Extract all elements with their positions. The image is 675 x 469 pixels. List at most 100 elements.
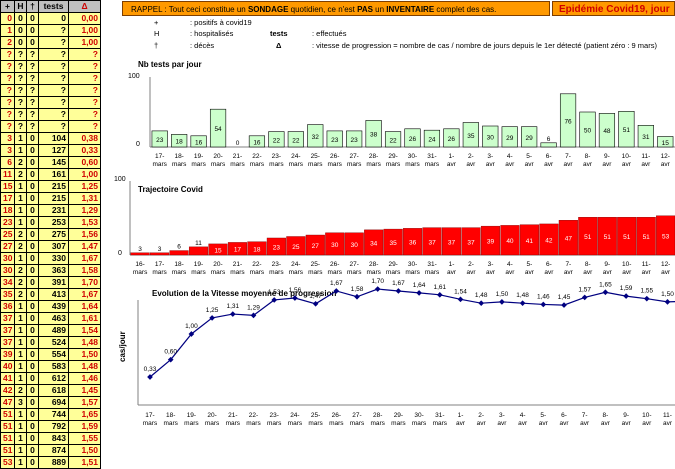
speed-xtick-label: avr: [456, 420, 466, 427]
table-cell[interactable]: ?: [68, 108, 101, 121]
table-cell[interactable]: 36: [0, 300, 15, 313]
trajectory-bar: [636, 217, 656, 256]
tests-xtick-label: mars: [211, 161, 226, 168]
table-cell[interactable]: ?: [68, 60, 101, 73]
table-cell[interactable]: 1,70: [68, 276, 101, 289]
table-cell[interactable]: ?: [68, 72, 101, 85]
table-cell[interactable]: 275: [38, 228, 69, 241]
table-cell[interactable]: 1,65: [68, 408, 101, 421]
table-cell[interactable]: 253: [38, 216, 69, 229]
table-cell[interactable]: 1,56: [68, 228, 101, 241]
table-row: 51 1 0 843 1,55: [0, 432, 101, 445]
speed-xtick-label: 24-: [290, 412, 299, 419]
table-cell[interactable]: 1,25: [68, 180, 101, 193]
table-cell[interactable]: 2: [14, 264, 27, 277]
trajectory-xtick-label: avr: [583, 269, 593, 276]
table-cell[interactable]: 1,29: [68, 204, 101, 217]
table-cell[interactable]: 0: [26, 24, 39, 37]
table-cell[interactable]: 34: [0, 276, 15, 289]
table-cell[interactable]: 1,61: [68, 312, 101, 325]
table-cell[interactable]: 2: [14, 240, 27, 253]
table-cell[interactable]: 161: [38, 168, 69, 181]
table-cell[interactable]: ?: [38, 72, 69, 85]
tests-bar-label: 54: [214, 126, 222, 133]
tests-xtick-label: 20-: [213, 153, 222, 160]
speed-xtick-label: mars: [412, 420, 427, 427]
table-cell[interactable]: 744: [38, 408, 69, 421]
table-row: 18 1 0 231 1,29: [0, 204, 101, 217]
table-cell[interactable]: 2: [14, 384, 27, 397]
table-cell[interactable]: ?: [0, 60, 15, 73]
table-cell[interactable]: 1,48: [68, 336, 101, 349]
table-cell[interactable]: 15: [0, 180, 15, 193]
table-cell[interactable]: 1,58: [68, 264, 101, 277]
table-cell[interactable]: 0,60: [68, 156, 101, 169]
table-cell[interactable]: 1,67: [68, 288, 101, 301]
table-cell[interactable]: 104: [38, 132, 69, 145]
speed-xtick-label: mars: [329, 420, 344, 427]
table-cell[interactable]: 889: [38, 456, 69, 469]
trajectory-xtick-label: 27-: [350, 261, 359, 268]
table-cell[interactable]: 2: [14, 168, 27, 181]
tests-bar-label: 6: [547, 136, 551, 143]
table-cell[interactable]: 792: [38, 420, 69, 433]
speed-xtick-label: 6-: [561, 412, 567, 419]
table-cell[interactable]: 127: [38, 144, 69, 157]
speed-point-label: 0,60: [164, 349, 177, 356]
table-row: 27 2 0 307 1,47: [0, 240, 101, 253]
table-cell[interactable]: 1,51: [68, 456, 101, 469]
table-cell[interactable]: 2: [14, 288, 27, 301]
table-cell[interactable]: ?: [38, 96, 69, 109]
tests-xtick-label: mars: [366, 161, 381, 168]
speed-point: [436, 291, 443, 298]
table-cell[interactable]: 1,54: [68, 324, 101, 337]
table-cell[interactable]: 2: [14, 276, 27, 289]
table-cell[interactable]: ?: [14, 96, 27, 109]
speed-point: [519, 300, 526, 306]
table-cell[interactable]: ?: [38, 24, 69, 37]
table-cell[interactable]: 3: [14, 396, 27, 409]
tests-xtick-label: mars: [386, 161, 401, 168]
table-cell[interactable]: 40: [0, 360, 15, 373]
table-cell[interactable]: ?: [0, 48, 15, 61]
table-cell[interactable]: 1: [14, 456, 27, 469]
trajectory-bar-label: 3: [158, 246, 162, 253]
table-cell[interactable]: 0: [26, 300, 39, 313]
tests-xtick-label: 17-: [155, 153, 164, 160]
table-cell[interactable]: 0: [38, 12, 69, 25]
table-cell[interactable]: 0: [26, 312, 39, 325]
table-cell[interactable]: 1,45: [68, 384, 101, 397]
table-cell[interactable]: ?: [68, 96, 101, 109]
table-cell[interactable]: 0: [26, 456, 39, 469]
table-cell[interactable]: 439: [38, 300, 69, 313]
table-cell[interactable]: ?: [38, 36, 69, 49]
speed-xtick-label: avr: [663, 420, 673, 427]
table-cell[interactable]: 0: [26, 324, 39, 337]
speed-point-label: 1,67: [392, 280, 405, 287]
table-cell[interactable]: 1,55: [68, 432, 101, 445]
trajectory-bar-label: 51: [623, 234, 631, 241]
table-cell[interactable]: 1,53: [68, 216, 101, 229]
table-cell[interactable]: 0: [26, 360, 39, 373]
table-cell[interactable]: 0: [26, 168, 39, 181]
table-cell[interactable]: 1,48: [68, 360, 101, 373]
table-cell[interactable]: ?: [38, 48, 69, 61]
table-cell[interactable]: 0: [26, 264, 39, 277]
table-cell[interactable]: 0: [26, 180, 39, 193]
table-cell[interactable]: 1: [14, 252, 27, 265]
table-cell[interactable]: 39: [0, 348, 15, 361]
table-cell[interactable]: ?: [26, 108, 39, 121]
table-cell[interactable]: 1,46: [68, 372, 101, 385]
table-row: 40 1 0 583 1,48: [0, 360, 101, 373]
table-cell[interactable]: 47: [0, 396, 15, 409]
table-cell[interactable]: 618: [38, 384, 69, 397]
table-cell[interactable]: 215: [38, 180, 69, 193]
table-cell[interactable]: 51: [0, 408, 15, 421]
table-cell[interactable]: 41: [0, 372, 15, 385]
speed-point: [209, 315, 215, 321]
table-cell[interactable]: 53: [0, 456, 15, 469]
table-cell[interactable]: ?: [14, 48, 27, 61]
table-cell[interactable]: 0: [14, 36, 27, 49]
table-cell[interactable]: 17: [0, 192, 15, 205]
table-cell[interactable]: 0: [0, 12, 15, 25]
